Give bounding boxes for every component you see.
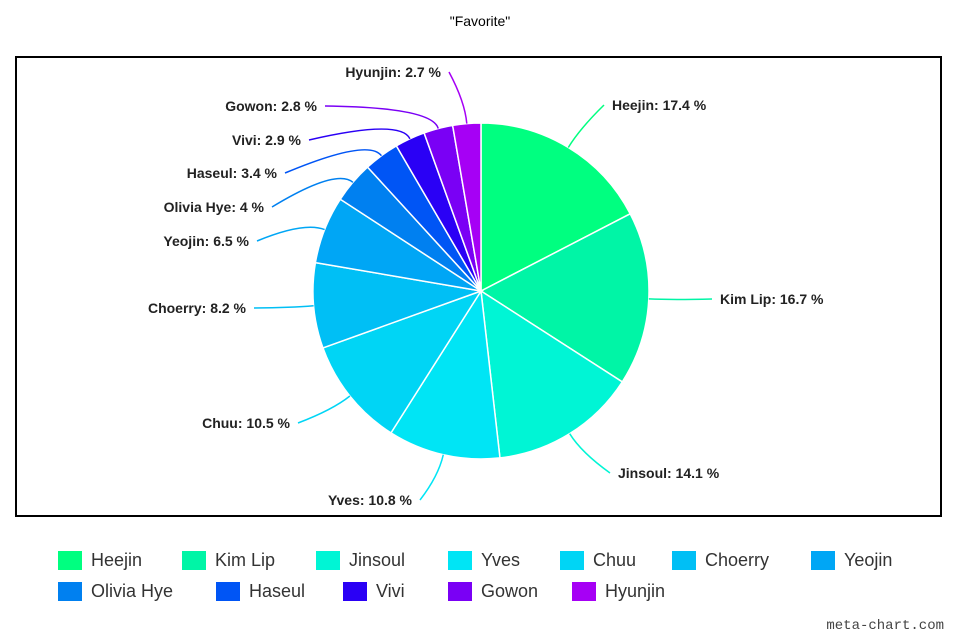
legend-swatch (58, 550, 82, 570)
legend-label: Heejin (91, 549, 143, 570)
slice-label: Haseul: 3.4 % (187, 165, 278, 181)
legend-swatch (343, 581, 367, 601)
legend-row: Heejin Kim Lip Jinsoul Yves Chuu Choerry Yeoji… (58, 547, 938, 578)
pie-slice-chuu (321, 289, 483, 434)
slice-label: Olivia Hye: 4 % (164, 199, 265, 215)
legend-item-choerry[interactable]: Choerry (672, 547, 769, 573)
leader-line (284, 149, 383, 174)
slice-label: Kim Lip: 16.7 % (720, 291, 824, 307)
legend-swatch (672, 550, 696, 570)
legend-label: Kim Lip (215, 549, 276, 570)
leader-line (256, 226, 325, 242)
slice-label: Choerry: 8.2 % (148, 300, 247, 316)
legend-label: Gowon (481, 580, 539, 601)
pie-slice-yves (389, 288, 501, 460)
legend: Heejin Kim Lip Jinsoul Yves Chuu Choerry Yeoji… (58, 547, 938, 609)
slice-label: Yeojin: 6.5 % (163, 233, 249, 249)
leader-line (253, 305, 314, 309)
leader-line (419, 454, 445, 501)
slice-label: Heejin: 17.4 % (612, 97, 707, 113)
chart-frame (15, 56, 942, 517)
legend-item-kim-lip[interactable]: Kim Lip (182, 547, 275, 573)
legend-label: Jinsoul (349, 549, 406, 570)
legend-swatch (811, 550, 835, 570)
pie-slice-kim-lip (479, 212, 650, 383)
slice-label: Jinsoul: 14.1 % (618, 465, 720, 481)
leader-lines (253, 71, 713, 501)
legend-label: Vivi (376, 580, 405, 601)
legend-label: Choerry (705, 549, 770, 570)
leader-line (324, 105, 439, 129)
leader-line (569, 433, 611, 474)
leader-line (567, 104, 605, 148)
legend-item-yves[interactable]: Yves (448, 547, 520, 573)
legend-label: Haseul (249, 580, 306, 601)
legend-row: Olivia Hye Haseul Vivi Gowon Hyunjin (58, 578, 938, 609)
legend-item-chuu[interactable]: Chuu (560, 547, 636, 573)
leader-line (271, 177, 354, 208)
legend-item-haseul[interactable]: Haseul (216, 578, 305, 604)
slice-label: Gowon: 2.8 % (225, 98, 317, 114)
legend-swatch (448, 581, 472, 601)
watermark: meta-chart.com (826, 618, 944, 634)
legend-swatch (560, 550, 584, 570)
legend-item-yeojin[interactable]: Yeojin (811, 547, 892, 573)
legend-swatch (216, 581, 240, 601)
legend-swatch (448, 550, 472, 570)
legend-swatch (316, 550, 340, 570)
pie-slice-jinsoul (480, 289, 624, 459)
legend-item-jinsoul[interactable]: Jinsoul (316, 547, 405, 573)
legend-item-hyunjin[interactable]: Hyunjin (572, 578, 665, 604)
pie-slice-hyunjin (451, 122, 482, 292)
slice-label: Chuu: 10.5 % (202, 415, 290, 431)
leader-line (448, 71, 468, 124)
legend-swatch (572, 581, 596, 601)
slice-label: Yves: 10.8 % (328, 492, 413, 508)
legend-label: Hyunjin (605, 580, 666, 601)
chart-title: "Favorite" (449, 13, 511, 29)
slice-label: Hyunjin: 2.7 % (345, 64, 441, 80)
legend-label: Yves (481, 549, 521, 570)
pie-slices (312, 122, 650, 460)
slice-label: Vivi: 2.9 % (232, 132, 302, 148)
slice-labels: Heejin: 17.4 % Kim Lip: 16.7 % Jinsoul: 14… (148, 64, 824, 508)
legend-swatch (58, 581, 82, 601)
legend-item-gowon[interactable]: Gowon (448, 578, 538, 604)
legend-item-vivi[interactable]: Vivi (343, 578, 405, 604)
legend-item-olivia-hye[interactable]: Olivia Hye (58, 578, 173, 604)
leader-line (297, 395, 351, 424)
legend-label: Olivia Hye (91, 580, 174, 601)
legend-item-heejin[interactable]: Heejin (58, 547, 142, 573)
leader-line (308, 128, 411, 141)
legend-swatch (182, 550, 206, 570)
legend-label: Chuu (593, 549, 637, 570)
legend-label: Yeojin (844, 549, 893, 570)
leader-line (648, 298, 713, 301)
